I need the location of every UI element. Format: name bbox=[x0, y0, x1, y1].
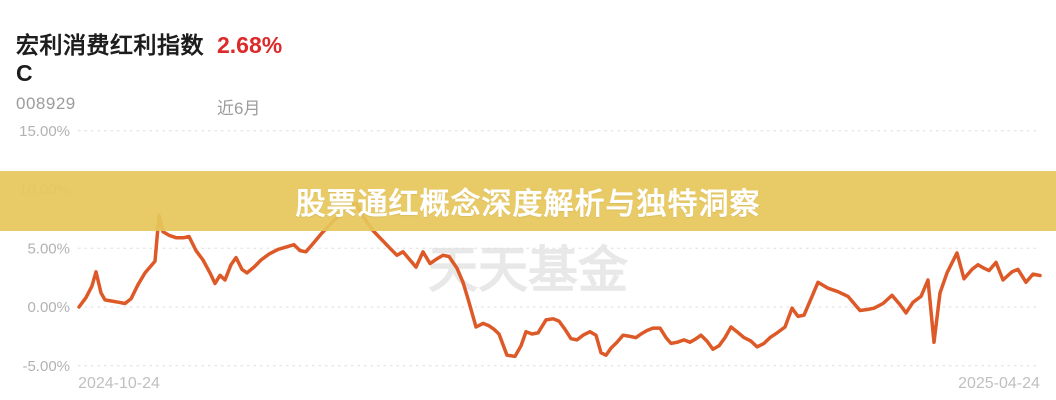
change-percent: 2.68% bbox=[217, 32, 283, 58]
return-line bbox=[77, 201, 1042, 359]
y-axis-label: -5.00% bbox=[22, 358, 70, 375]
promo-banner[interactable]: 股票通红概念深度解析与独特洞察 bbox=[0, 171, 1056, 231]
period-label: 近6月 bbox=[217, 99, 261, 118]
y-axis-label: 0.00% bbox=[27, 299, 70, 316]
fund-header: 宏利消费红利指数C 2.68% 008929 近6月 bbox=[16, 26, 656, 119]
fund-name: 宏利消费红利指数C bbox=[16, 32, 204, 86]
y-axis-label: 15.00% bbox=[19, 123, 70, 140]
x-axis-label: 2025-04-24 bbox=[958, 375, 1040, 392]
x-axis-label: 2024-10-24 bbox=[78, 375, 160, 392]
watermark-text: 天天基金 bbox=[428, 242, 628, 298]
promo-banner-text: 股票通红概念深度解析与独特洞察 bbox=[295, 188, 761, 221]
fund-code: 008929 bbox=[16, 94, 76, 113]
y-axis-label: 5.00% bbox=[27, 240, 70, 257]
